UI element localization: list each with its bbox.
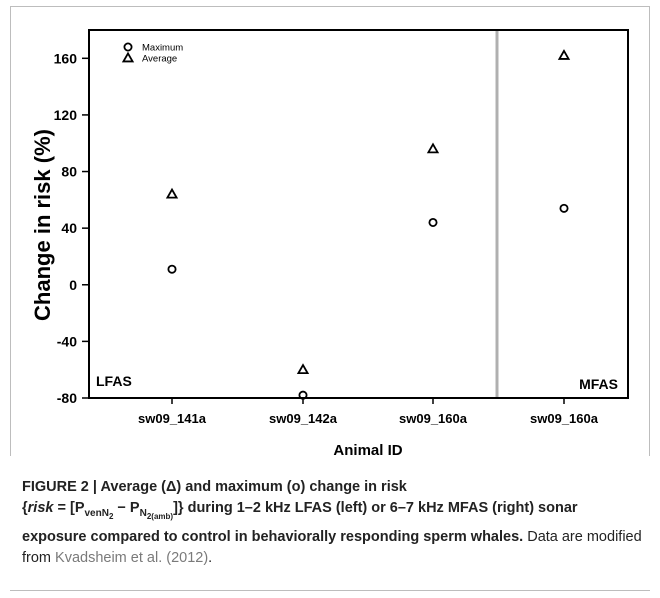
caption-reference-link[interactable]: Kvadsheim et al. (2012): [55, 549, 209, 566]
x-tick-label: sw09_141a: [138, 411, 207, 426]
y-axis-ticks: [82, 57, 89, 399]
caption-formula-var: risk: [27, 500, 54, 516]
y-axis-tick-labels: -80 -40 0 40 80 120 160: [54, 50, 78, 406]
panel-label-lfas: LFAS: [96, 373, 132, 389]
figure-caption: FIGURE 2 | Average (Δ) and maximum (o) c…: [22, 479, 642, 566]
data-point-average: [296, 363, 310, 375]
y-tick-label: -80: [57, 390, 77, 406]
data-point-maximum: [428, 217, 438, 227]
y-tick-label: 120: [54, 107, 78, 123]
y-tick-label: 0: [69, 277, 77, 293]
panel-label-mfas: MFAS: [579, 376, 618, 392]
legend-marker-maximum: [123, 42, 133, 52]
x-axis-tick-labels: sw09_141a sw09_142a sw09_160a sw09_160a: [138, 411, 599, 426]
x-axis-label: Animal ID: [333, 442, 402, 459]
panel-labels: LFAS MFAS: [96, 373, 618, 392]
y-tick-label: 160: [54, 50, 78, 66]
y-tick-label: 80: [61, 164, 77, 180]
data-point-maximum: [167, 264, 177, 274]
y-axis-label: Change in risk (%): [30, 129, 55, 321]
x-tick-label: sw09_160a: [399, 411, 468, 426]
figure-frame: [10, 6, 650, 456]
legend-marker-average: [121, 51, 135, 63]
plot-area: [88, 29, 629, 399]
data-point-average: [557, 49, 571, 60]
caption-note: Data are modified from: [22, 528, 642, 566]
legend-label-maximum: Maximum: [142, 43, 183, 54]
x-tick-label: sw09_160a: [530, 411, 599, 426]
data-point-average: [165, 187, 179, 199]
x-tick-label: sw09_142a: [269, 411, 338, 426]
data-point-maximum: [559, 203, 569, 213]
y-tick-label: 40: [61, 220, 77, 236]
data-points: [165, 49, 571, 400]
legend-label-average: Average: [142, 54, 177, 65]
y-tick-label: -40: [57, 333, 77, 349]
caption-bottom-rule: [10, 590, 650, 591]
caption-formula: {risk = [PvenN2 − PN2(amb)]} during 1–2 …: [22, 500, 578, 545]
caption-figure-label: FIGURE 2 | Average (Δ) and maximum (o) c…: [22, 479, 407, 495]
data-point-average: [426, 142, 440, 154]
